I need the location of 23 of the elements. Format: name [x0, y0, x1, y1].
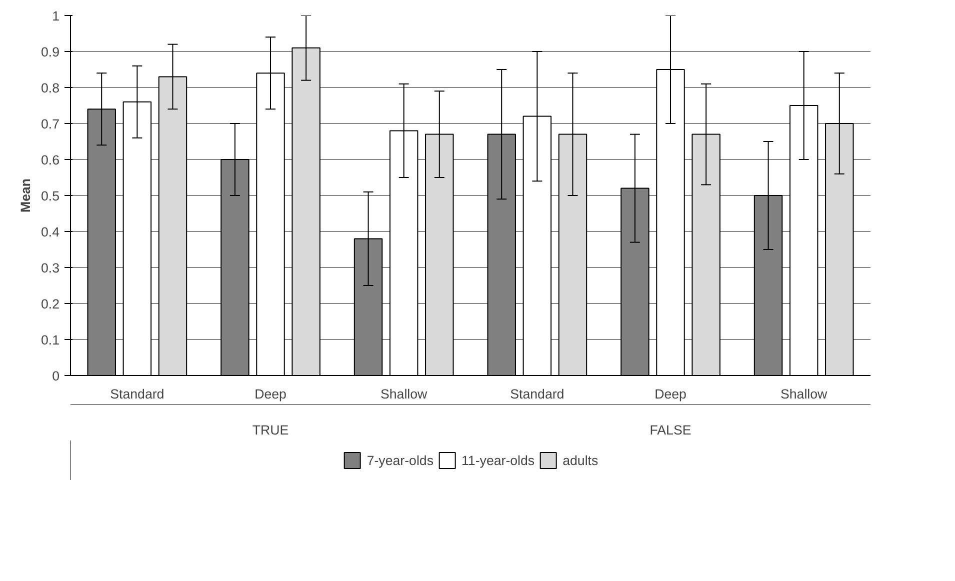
y-tick-label: 0.4 [40, 224, 60, 240]
y-tick-label: 0.9 [40, 44, 60, 60]
x-tick-label: Deep [254, 386, 286, 402]
legend-label: 7-year-olds [366, 452, 434, 468]
y-tick-label: 0.1 [40, 332, 60, 348]
y-tick-label: 0.8 [40, 80, 60, 96]
x-tick-label: Standard [110, 386, 164, 402]
x-tick-label: Deep [654, 386, 686, 402]
y-tick-label: 0.6 [40, 152, 60, 168]
legend-label: 11-year-olds [462, 452, 535, 468]
y-axis-title: Mean [18, 178, 33, 213]
x-tick-label: Standard [510, 386, 564, 402]
y-tick-label: 0.2 [40, 296, 60, 312]
y-tick-label: 0.7 [40, 116, 60, 132]
legend-label: adults [562, 452, 598, 468]
text: TRUE [252, 422, 289, 438]
y-tick-label: 1 [52, 8, 60, 24]
x-tick-label: Shallow [380, 386, 428, 402]
y-tick-label: 0 [52, 368, 60, 384]
y-tick-label: 0.5 [40, 188, 60, 204]
text: FALSE [650, 422, 692, 438]
y-tick-label: 0.3 [40, 260, 60, 276]
x-tick-label: Shallow [780, 386, 828, 402]
